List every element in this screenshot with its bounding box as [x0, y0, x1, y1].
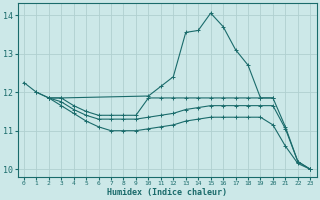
X-axis label: Humidex (Indice chaleur): Humidex (Indice chaleur): [107, 188, 227, 197]
